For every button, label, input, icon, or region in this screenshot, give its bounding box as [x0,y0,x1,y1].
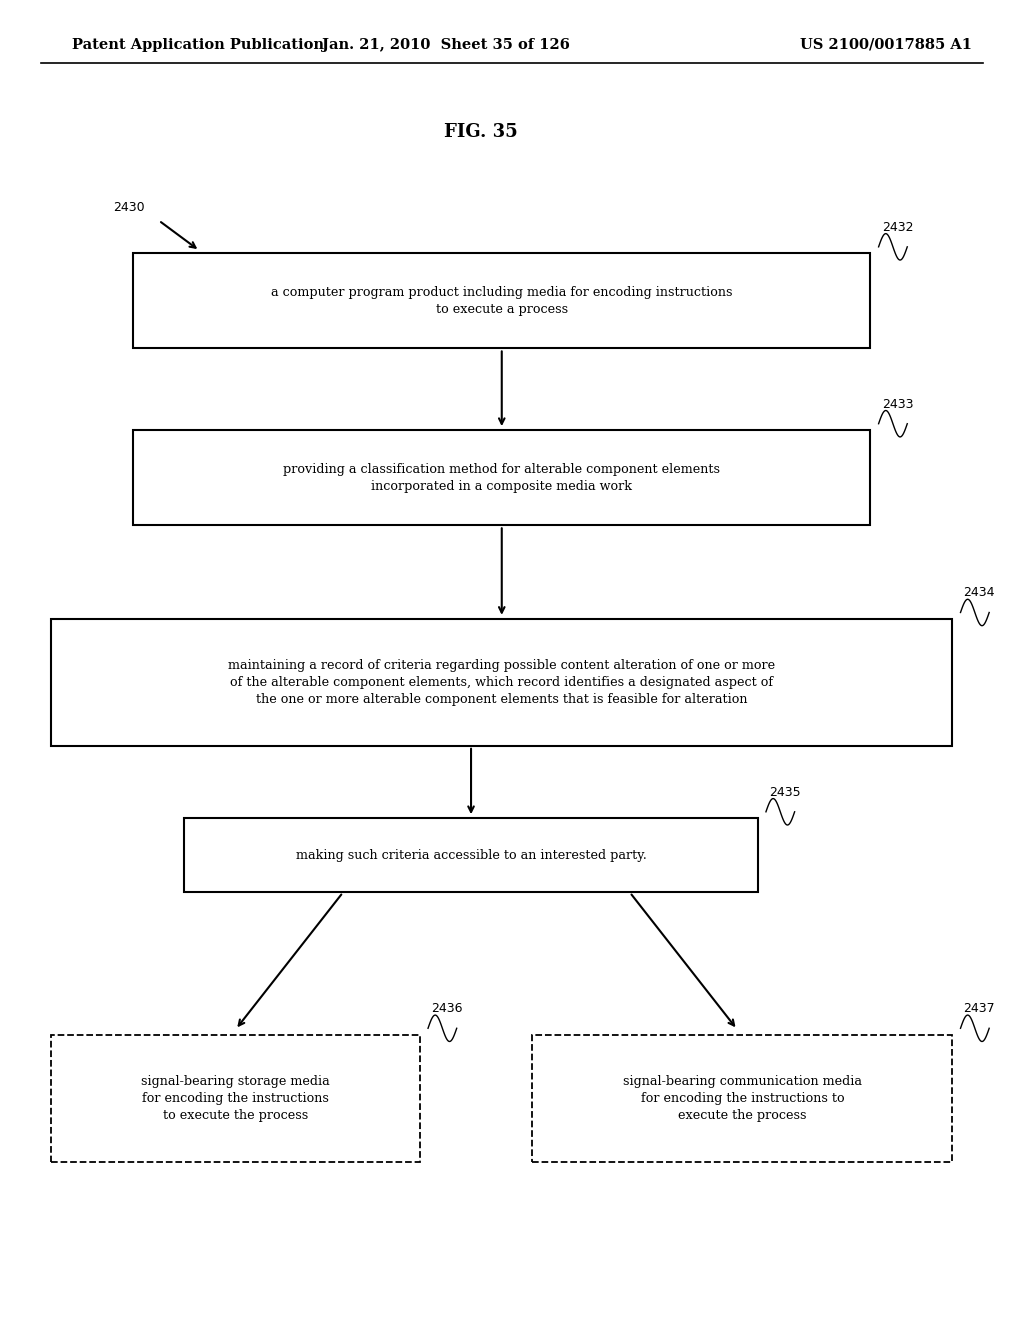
Text: 2434: 2434 [964,586,995,599]
FancyBboxPatch shape [133,253,870,348]
Text: providing a classification method for alterable component elements
incorporated : providing a classification method for al… [284,463,720,492]
FancyBboxPatch shape [532,1035,952,1162]
Text: Jan. 21, 2010  Sheet 35 of 126: Jan. 21, 2010 Sheet 35 of 126 [322,38,569,51]
Text: a computer program product including media for encoding instructions
to execute : a computer program product including med… [271,286,732,315]
Text: US 2100/0017885 A1: US 2100/0017885 A1 [800,38,972,51]
Text: signal-bearing storage media
for encoding the instructions
to execute the proces: signal-bearing storage media for encodin… [141,1074,330,1122]
Text: maintaining a record of criteria regarding possible content alteration of one or: maintaining a record of criteria regardi… [228,659,775,706]
Text: 2430: 2430 [113,201,144,214]
FancyBboxPatch shape [51,619,952,746]
Text: 2437: 2437 [964,1002,995,1015]
Text: Patent Application Publication: Patent Application Publication [72,38,324,51]
Text: signal-bearing communication media
for encoding the instructions to
execute the : signal-bearing communication media for e… [623,1074,862,1122]
FancyBboxPatch shape [184,818,758,892]
FancyBboxPatch shape [51,1035,420,1162]
FancyBboxPatch shape [133,430,870,525]
Text: 2436: 2436 [431,1002,463,1015]
Text: 2435: 2435 [769,785,801,799]
Text: FIG. 35: FIG. 35 [444,123,518,141]
Text: 2433: 2433 [882,397,913,411]
Text: 2432: 2432 [882,220,913,234]
Text: making such criteria accessible to an interested party.: making such criteria accessible to an in… [296,849,646,862]
